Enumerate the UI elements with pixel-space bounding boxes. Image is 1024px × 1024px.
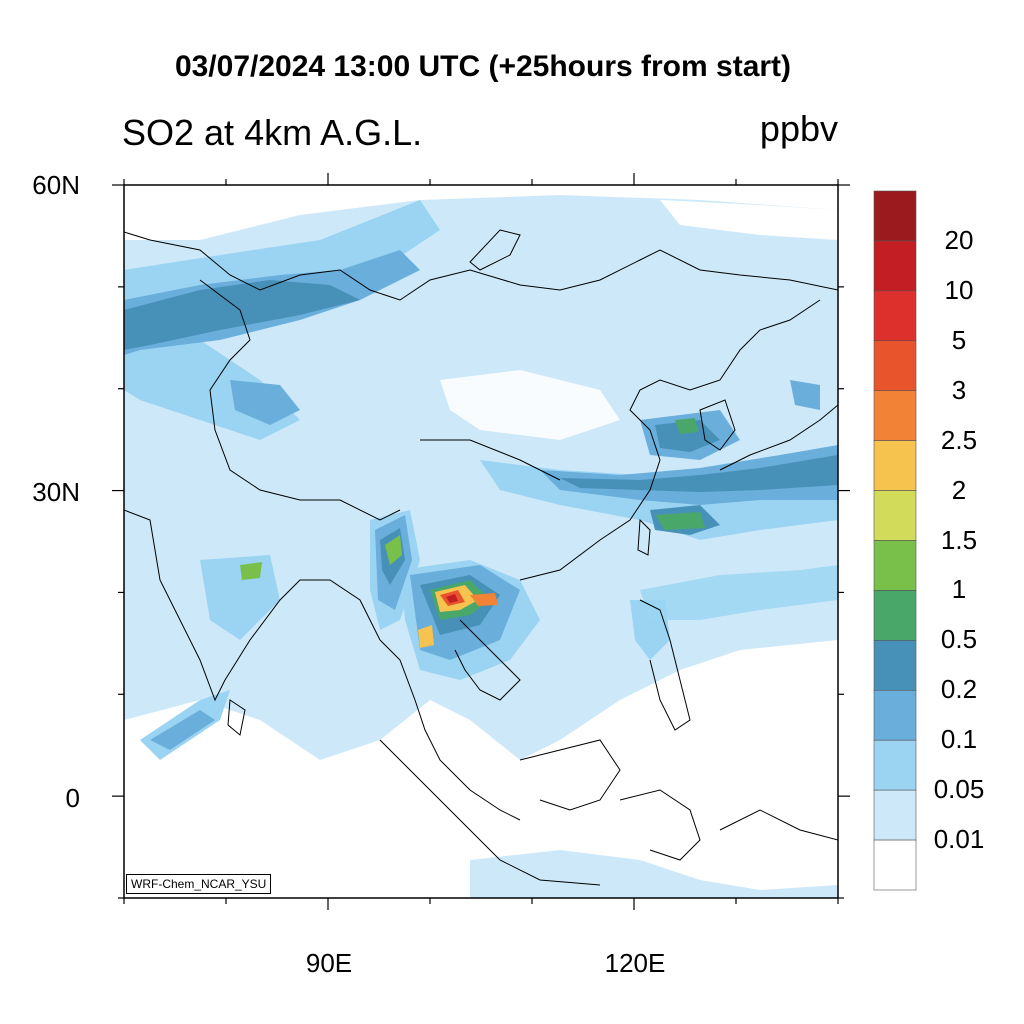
colorbar-level-label: 0.1 [940, 724, 978, 755]
colorbar-swatch [873, 739, 917, 791]
colorbar-swatch [873, 440, 917, 491]
colorbar-level-label: 10 [944, 274, 974, 305]
colorbar-level-label: 5 [951, 324, 967, 355]
clean-air-south [124, 640, 838, 898]
colorbar-level-label: 2.5 [940, 424, 978, 455]
variable-label: SO2 at 4km A.G.L. [122, 112, 423, 153]
clean-air-north [124, 185, 838, 240]
colorbar-swatch [873, 590, 917, 641]
lon-label-120e: 120E [604, 948, 666, 978]
colorbar-swatch [873, 789, 917, 841]
coastlines [124, 229, 838, 886]
colorbar-swatch [873, 689, 917, 741]
so2-field [124, 185, 838, 898]
colorbar-swatch [873, 340, 917, 392]
colorbar-swatch [873, 540, 917, 591]
colorbar-level-label: 20 [944, 224, 974, 255]
colorbar-level-label: 0.5 [940, 624, 978, 655]
colorbar-level-label: 0.05 [933, 774, 985, 805]
so2-hotspot-east-china-sea [655, 512, 705, 530]
map-frame [123, 184, 839, 899]
units-label: ppbv [759, 108, 838, 149]
model-credit-label: WRF-Chem_NCAR_YSU [126, 874, 272, 894]
colorbar-swatch [873, 190, 917, 242]
colorbar-level-label: 0.01 [933, 824, 985, 855]
colorbar-swatch [873, 290, 917, 342]
lat-label-30n: 30N [32, 477, 80, 507]
clean-air-northeast [660, 200, 838, 240]
lat-label-60n: 60N [32, 170, 80, 200]
colorbar-level-label: 2 [951, 474, 967, 505]
map-title: 03/07/2024 13:00 UTC (+25hours from star… [174, 50, 792, 83]
colorbar-swatch [873, 390, 917, 441]
lat-label-0: 0 [65, 783, 80, 813]
colorbar-level-label: 1 [951, 574, 967, 605]
so2-peak [446, 594, 458, 603]
so2-plume-pacific [560, 455, 838, 492]
colorbar-swatch [873, 640, 917, 691]
colorbar-level-label: 0.2 [940, 674, 978, 705]
axis-ticks [112, 173, 850, 910]
colorbar-level-label: 3 [951, 374, 967, 405]
colorbar [873, 190, 917, 891]
colorbar-level-label: 1.5 [940, 524, 978, 555]
colorbar-swatch [873, 240, 917, 292]
clean-air-gobi [440, 370, 620, 440]
colorbar-swatch [873, 490, 917, 541]
lon-label-90e: 90E [305, 948, 353, 978]
colorbar-swatch [873, 839, 917, 891]
